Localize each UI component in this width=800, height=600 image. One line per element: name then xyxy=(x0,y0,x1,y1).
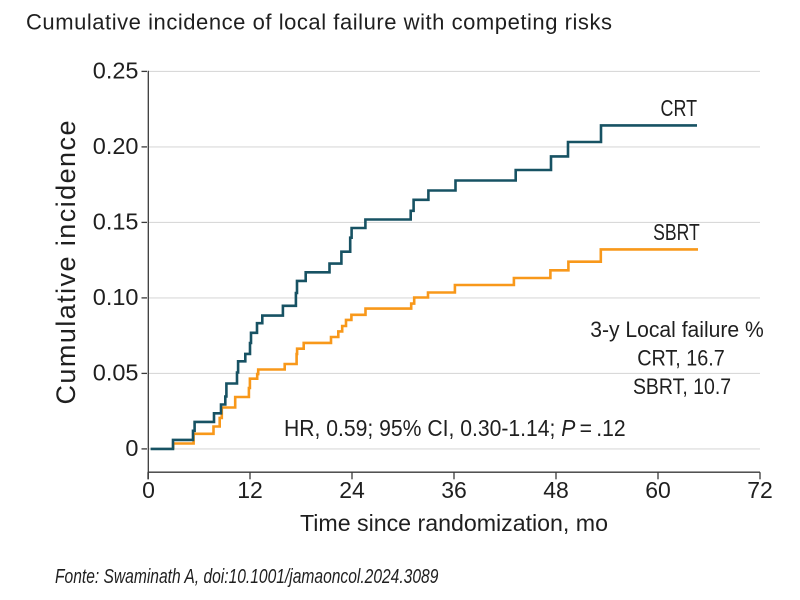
svg-text:12: 12 xyxy=(237,477,263,503)
svg-text:CRT, 16.7: CRT, 16.7 xyxy=(637,347,725,371)
svg-text:72: 72 xyxy=(747,477,773,503)
svg-text:48: 48 xyxy=(543,477,569,503)
svg-text:Fonte: Swaminath A, doi:10.100: Fonte: Swaminath A, doi:10.1001/jamaonco… xyxy=(55,565,438,588)
svg-text:Cumulative incidence: Cumulative incidence xyxy=(51,121,81,405)
svg-text:CRT: CRT xyxy=(660,96,697,122)
svg-text:SBRT: SBRT xyxy=(653,220,700,246)
svg-text:0: 0 xyxy=(142,477,155,503)
svg-text:0.05: 0.05 xyxy=(93,360,139,386)
svg-text:0.15: 0.15 xyxy=(93,209,139,235)
svg-text:0: 0 xyxy=(125,435,138,461)
svg-text:0.10: 0.10 xyxy=(93,284,139,310)
svg-text:HR, 0.59; 95% CI, 0.30-1.14; P: HR, 0.59; 95% CI, 0.30-1.14; P = .12 xyxy=(284,415,626,441)
svg-text:Time since randomization, mo: Time since randomization, mo xyxy=(300,510,608,536)
svg-text:3-y Local failure %: 3-y Local failure % xyxy=(590,317,764,343)
svg-text:0.25: 0.25 xyxy=(93,58,139,84)
svg-text:Cumulative incidence of local: Cumulative incidence of local failure wi… xyxy=(26,10,612,35)
svg-text:0.20: 0.20 xyxy=(93,133,139,159)
svg-text:36: 36 xyxy=(441,477,467,503)
svg-text:SBRT, 10.7: SBRT, 10.7 xyxy=(633,375,731,399)
svg-text:60: 60 xyxy=(645,477,671,503)
svg-text:24: 24 xyxy=(339,477,365,503)
